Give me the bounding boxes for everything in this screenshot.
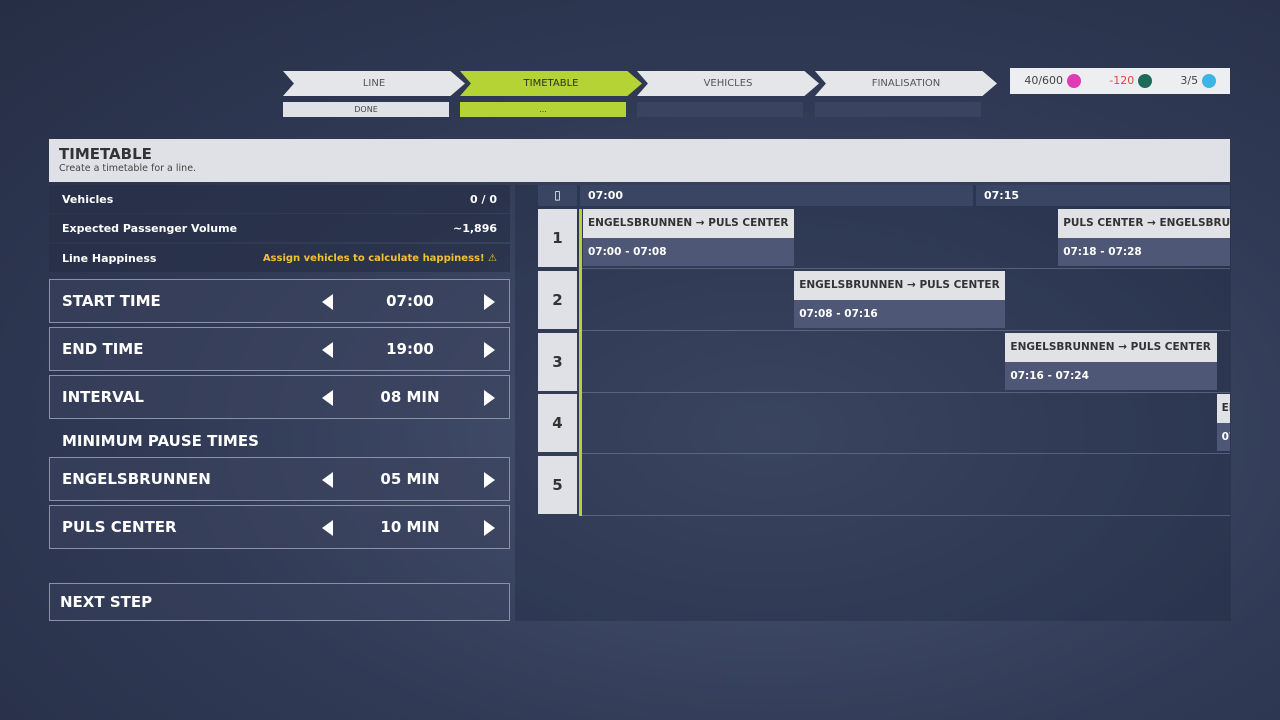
trip: ENGELSBRUNNEN → PULS CENTER 07:08 - 07:16	[794, 270, 1006, 328]
setting-row: START TIME 07:00	[49, 279, 510, 323]
setting-label: START TIME	[62, 292, 161, 310]
setting-row: INTERVAL 08 MIN	[49, 375, 510, 419]
stat: -120	[1109, 74, 1152, 88]
step-tab[interactable]: VEHICLES	[637, 71, 819, 96]
trip-route: ENGELSBRUNNEN → PULS CENTER	[583, 209, 795, 238]
left-arrow[interactable]	[322, 342, 333, 358]
info-label: Line Happiness	[62, 251, 157, 265]
time-label: 07:00	[588, 189, 624, 202]
trip-route: ENGELSBRUNNEN → PULS CENTER	[1216, 394, 1230, 424]
row-separator	[582, 515, 1230, 517]
trip-time: 07:08 - 07:16	[794, 299, 1006, 328]
trip-time: 07:16 - 07:24	[1005, 361, 1217, 390]
row-number: 2	[538, 270, 577, 329]
right-arrow[interactable]	[484, 472, 495, 488]
vehicle-icon: ▯	[538, 185, 577, 206]
icon	[1066, 74, 1081, 88]
step-status	[637, 102, 803, 117]
panel-subtitle: Create a timetable for a line.	[59, 163, 197, 174]
now-line	[579, 209, 582, 516]
stats-bar: 40/600 -120 3/5	[1010, 68, 1230, 94]
row-number: 4	[538, 394, 577, 453]
setting-value: 10 MIN	[380, 518, 440, 536]
stat-value: 40/600	[1024, 74, 1064, 87]
step-label: LINE	[362, 78, 386, 89]
step-tab[interactable]: FINALISATION	[815, 71, 997, 96]
row-number: 3	[538, 332, 577, 391]
trip-route: PULS CENTER → ENGELSBRUNNEN	[1058, 209, 1230, 238]
step-status	[815, 102, 981, 117]
step-tab[interactable]: LINE	[283, 71, 465, 96]
time-header: 07:00	[580, 185, 973, 206]
stat: 40/600	[1024, 74, 1081, 88]
setting-value: 08 MIN	[380, 388, 440, 406]
info-label: Vehicles	[62, 192, 114, 206]
next-step-button[interactable]: NEXT STEP	[49, 583, 510, 621]
setting-row: END TIME 19:00	[49, 327, 510, 371]
panel-header: TIMETABLE Create a timetable for a line.	[49, 139, 1230, 182]
trip-time: 07:00 - 07:08	[583, 238, 795, 266]
time-label: 07:15	[984, 189, 1020, 202]
left-arrow[interactable]	[322, 472, 333, 488]
step-status: DONE	[283, 102, 449, 117]
right-arrow[interactable]	[484, 390, 495, 406]
trip-route: ENGELSBRUNNEN → PULS CENTER	[794, 270, 1006, 300]
setting-value: 19:00	[386, 340, 434, 358]
row-separator	[582, 453, 1230, 455]
row-separator	[582, 391, 1230, 393]
trip: ENGELSBRUNNEN → PULS CENTER 07:00 - 07:08	[583, 209, 795, 266]
trip-route: ENGELSBRUNNEN → PULS CENTER	[1005, 332, 1217, 362]
setting-label: ENGELSBRUNNEN	[62, 470, 211, 488]
info-row: Vehicles 0 / 0	[49, 185, 510, 213]
trips: ENGELSBRUNNEN → PULS CENTER 07:00 - 07:08…	[583, 209, 1230, 452]
trip-time: 07:18 - 07:28	[1058, 238, 1230, 266]
left-arrow[interactable]	[322, 390, 333, 406]
trip-time: 07:24 - 07:32	[1216, 423, 1230, 452]
info-label: Expected Passenger Volume	[62, 221, 238, 235]
step-label: TIMETABLE	[523, 78, 579, 89]
setting-row: ENGELSBRUNNEN 05 MIN	[49, 457, 510, 501]
left-arrow[interactable]	[322, 520, 333, 536]
step-label: VEHICLES	[703, 78, 753, 89]
info-value: 0 / 0	[470, 192, 497, 206]
setting-value: 07:00	[386, 292, 434, 310]
right-arrow[interactable]	[484, 520, 495, 536]
row-separator	[582, 329, 1230, 331]
setting-label: PULS CENTER	[62, 518, 177, 536]
right-arrow[interactable]	[484, 294, 495, 310]
info-value: ~1,896	[452, 221, 497, 235]
icon	[1201, 74, 1216, 88]
button-label: NEXT STEP	[60, 593, 153, 611]
status-text: DONE	[354, 105, 378, 114]
panel-title: TIMETABLE	[59, 145, 152, 163]
stat-value: -120	[1109, 74, 1135, 87]
stat-value: 3/5	[1180, 74, 1199, 87]
time-header: 07:15	[976, 185, 1230, 206]
row-number: 1	[538, 209, 577, 267]
setting-label: END TIME	[62, 340, 144, 358]
trip: PULS CENTER → ENGELSBRUNNEN07:18 - 07:28	[1058, 209, 1230, 266]
info-row: Expected Passenger Volume ~1,896	[49, 214, 510, 242]
icon	[1137, 74, 1152, 88]
row-number: 5	[538, 456, 577, 515]
step-label: FINALISATION	[871, 78, 941, 89]
right-arrow[interactable]	[484, 342, 495, 358]
setting-value: 05 MIN	[380, 470, 440, 488]
setting-row: PULS CENTER 10 MIN	[49, 505, 510, 549]
warning: Assign vehicles to calculate happiness! …	[262, 252, 497, 264]
step-status: ...	[460, 102, 626, 117]
step-tab[interactable]: TIMETABLE	[460, 71, 642, 96]
section-heading: MINIMUM PAUSE TIMES	[62, 432, 259, 450]
info-value: Assign vehicles to calculate happiness!	[262, 252, 485, 264]
row-separator	[582, 268, 1230, 269]
stat: 3/5	[1180, 74, 1216, 88]
setting-label: INTERVAL	[62, 388, 144, 406]
info-row: Line Happiness Assign vehicles to calcula…	[49, 244, 510, 272]
status-text: ...	[539, 105, 547, 114]
left-arrow[interactable]	[322, 294, 333, 310]
trip: ENGELSBRUNNEN → PULS CENTER 07:16 - 07:24	[1005, 332, 1217, 390]
